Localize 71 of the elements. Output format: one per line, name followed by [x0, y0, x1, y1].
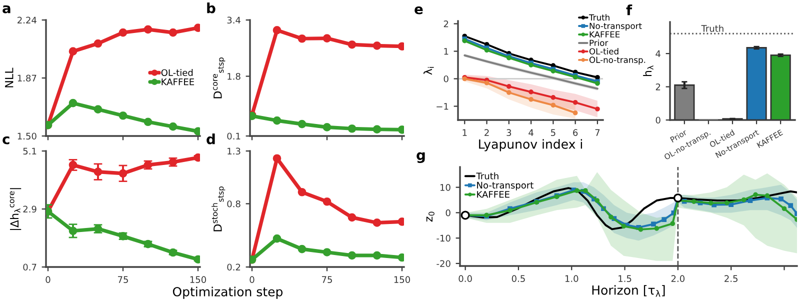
x-tick-label: 0 [250, 276, 254, 284]
y-tick-label: 1.87 [18, 74, 36, 82]
x-tick-label: 75 [118, 276, 128, 284]
y-tick-label: 2 [656, 84, 660, 90]
legend-label: KAFFEE [477, 191, 510, 198]
y-tick-label: -20 [436, 260, 450, 268]
y-tick-label: 2 [444, 20, 448, 28]
y-tick-label: 2.9 [23, 206, 36, 213]
legend-label: OL-tied [161, 69, 193, 76]
x-tick-label: 2 [484, 129, 489, 136]
x-tick-label: 6 [573, 129, 578, 136]
x-axis-title: Optimization step [172, 286, 283, 299]
x-axis-title: Horizon [τ$_{λ}$] [592, 285, 665, 297]
y-axis-title: NLL [5, 68, 14, 88]
x-tick-label: 4 [528, 129, 534, 136]
legend-label: KAFFEE [162, 78, 194, 86]
x-tick-label: 1.5 [618, 275, 632, 282]
legend-label: KAFFEE [590, 31, 620, 38]
x-tick-label: 1 [462, 129, 467, 136]
x-tick-label: 75 [322, 276, 332, 284]
y-tick-label: 1.50 [18, 132, 36, 140]
chart-title: c [2, 136, 10, 144]
y-axis-title: h$_{λ}$ [643, 66, 654, 76]
y-tick-label: 0.1 [227, 132, 240, 140]
legend-label: OL-no-transp. [589, 56, 646, 65]
y-tick-label: 2.24 [18, 16, 36, 24]
x-tick-label: 2.5 [724, 275, 738, 282]
y-tick-label: 0.7 [23, 264, 36, 271]
y-axis-title: λ$_{i}$ [424, 67, 434, 75]
y-tick-label: 1.3 [228, 148, 240, 155]
x-tick-label: 1.0 [565, 275, 578, 282]
y-tick-label: 0 [444, 75, 448, 82]
x-tick-label: 150 [190, 276, 206, 284]
y-tick-label: 0 [446, 209, 450, 216]
chart-title: d [206, 134, 215, 144]
y-axis-title: |Δh$_{λ}$$^{core}$| [10, 188, 22, 230]
y-tick-label: 0 [656, 116, 660, 124]
y-tick-label: -10 [436, 234, 450, 242]
y-tick-label: 0.2 [227, 264, 240, 271]
x-tick-label: 2.0 [671, 275, 685, 282]
chart-title: e [414, 6, 423, 14]
chart-title: a [2, 5, 10, 14]
x-tick-label: 5 [551, 129, 556, 136]
y-tick-label: 0.8 [227, 200, 240, 208]
chart-title: f [626, 4, 632, 16]
chart-title: g [416, 152, 425, 163]
ref-line-label: Truth [701, 24, 724, 32]
y-tick-label: 5.1 [23, 148, 36, 155]
legend-label: Truth [588, 14, 610, 21]
x-tick-label: 3 [506, 129, 512, 136]
x-tick-label: 0 [46, 276, 50, 284]
y-axis-title: D$^{stoch}$$_{stsp}$ [212, 186, 226, 232]
y-tick-label: 3.4 [227, 16, 240, 24]
y-tick-label: 10 [440, 184, 450, 191]
y-tick-label: 4 [656, 50, 660, 57]
y-tick-label: 1.8 [228, 72, 240, 80]
y-tick-label: −1 [436, 103, 448, 110]
legend-label: OL-tied [589, 48, 618, 54]
x-tick-label: 7 [595, 129, 600, 136]
x-tick-label: 0.0 [458, 275, 472, 282]
x-axis-title: Lyapunov index i [479, 139, 582, 152]
y-tick-label: 1 [444, 48, 448, 55]
legend-label: Truth [476, 172, 498, 180]
legend-label: Prior [590, 40, 608, 46]
x-tick-label: 0.5 [512, 275, 525, 282]
y-axis-title: z$_{0}$ [426, 212, 434, 222]
legend-label: No-transport [590, 22, 642, 31]
legend-label: No-transport [477, 182, 534, 190]
chart-title: b [207, 2, 216, 14]
y-axis-title: D$^{core}$$_{stsp}$ [213, 58, 226, 98]
x-tick-label: 150 [394, 276, 410, 284]
